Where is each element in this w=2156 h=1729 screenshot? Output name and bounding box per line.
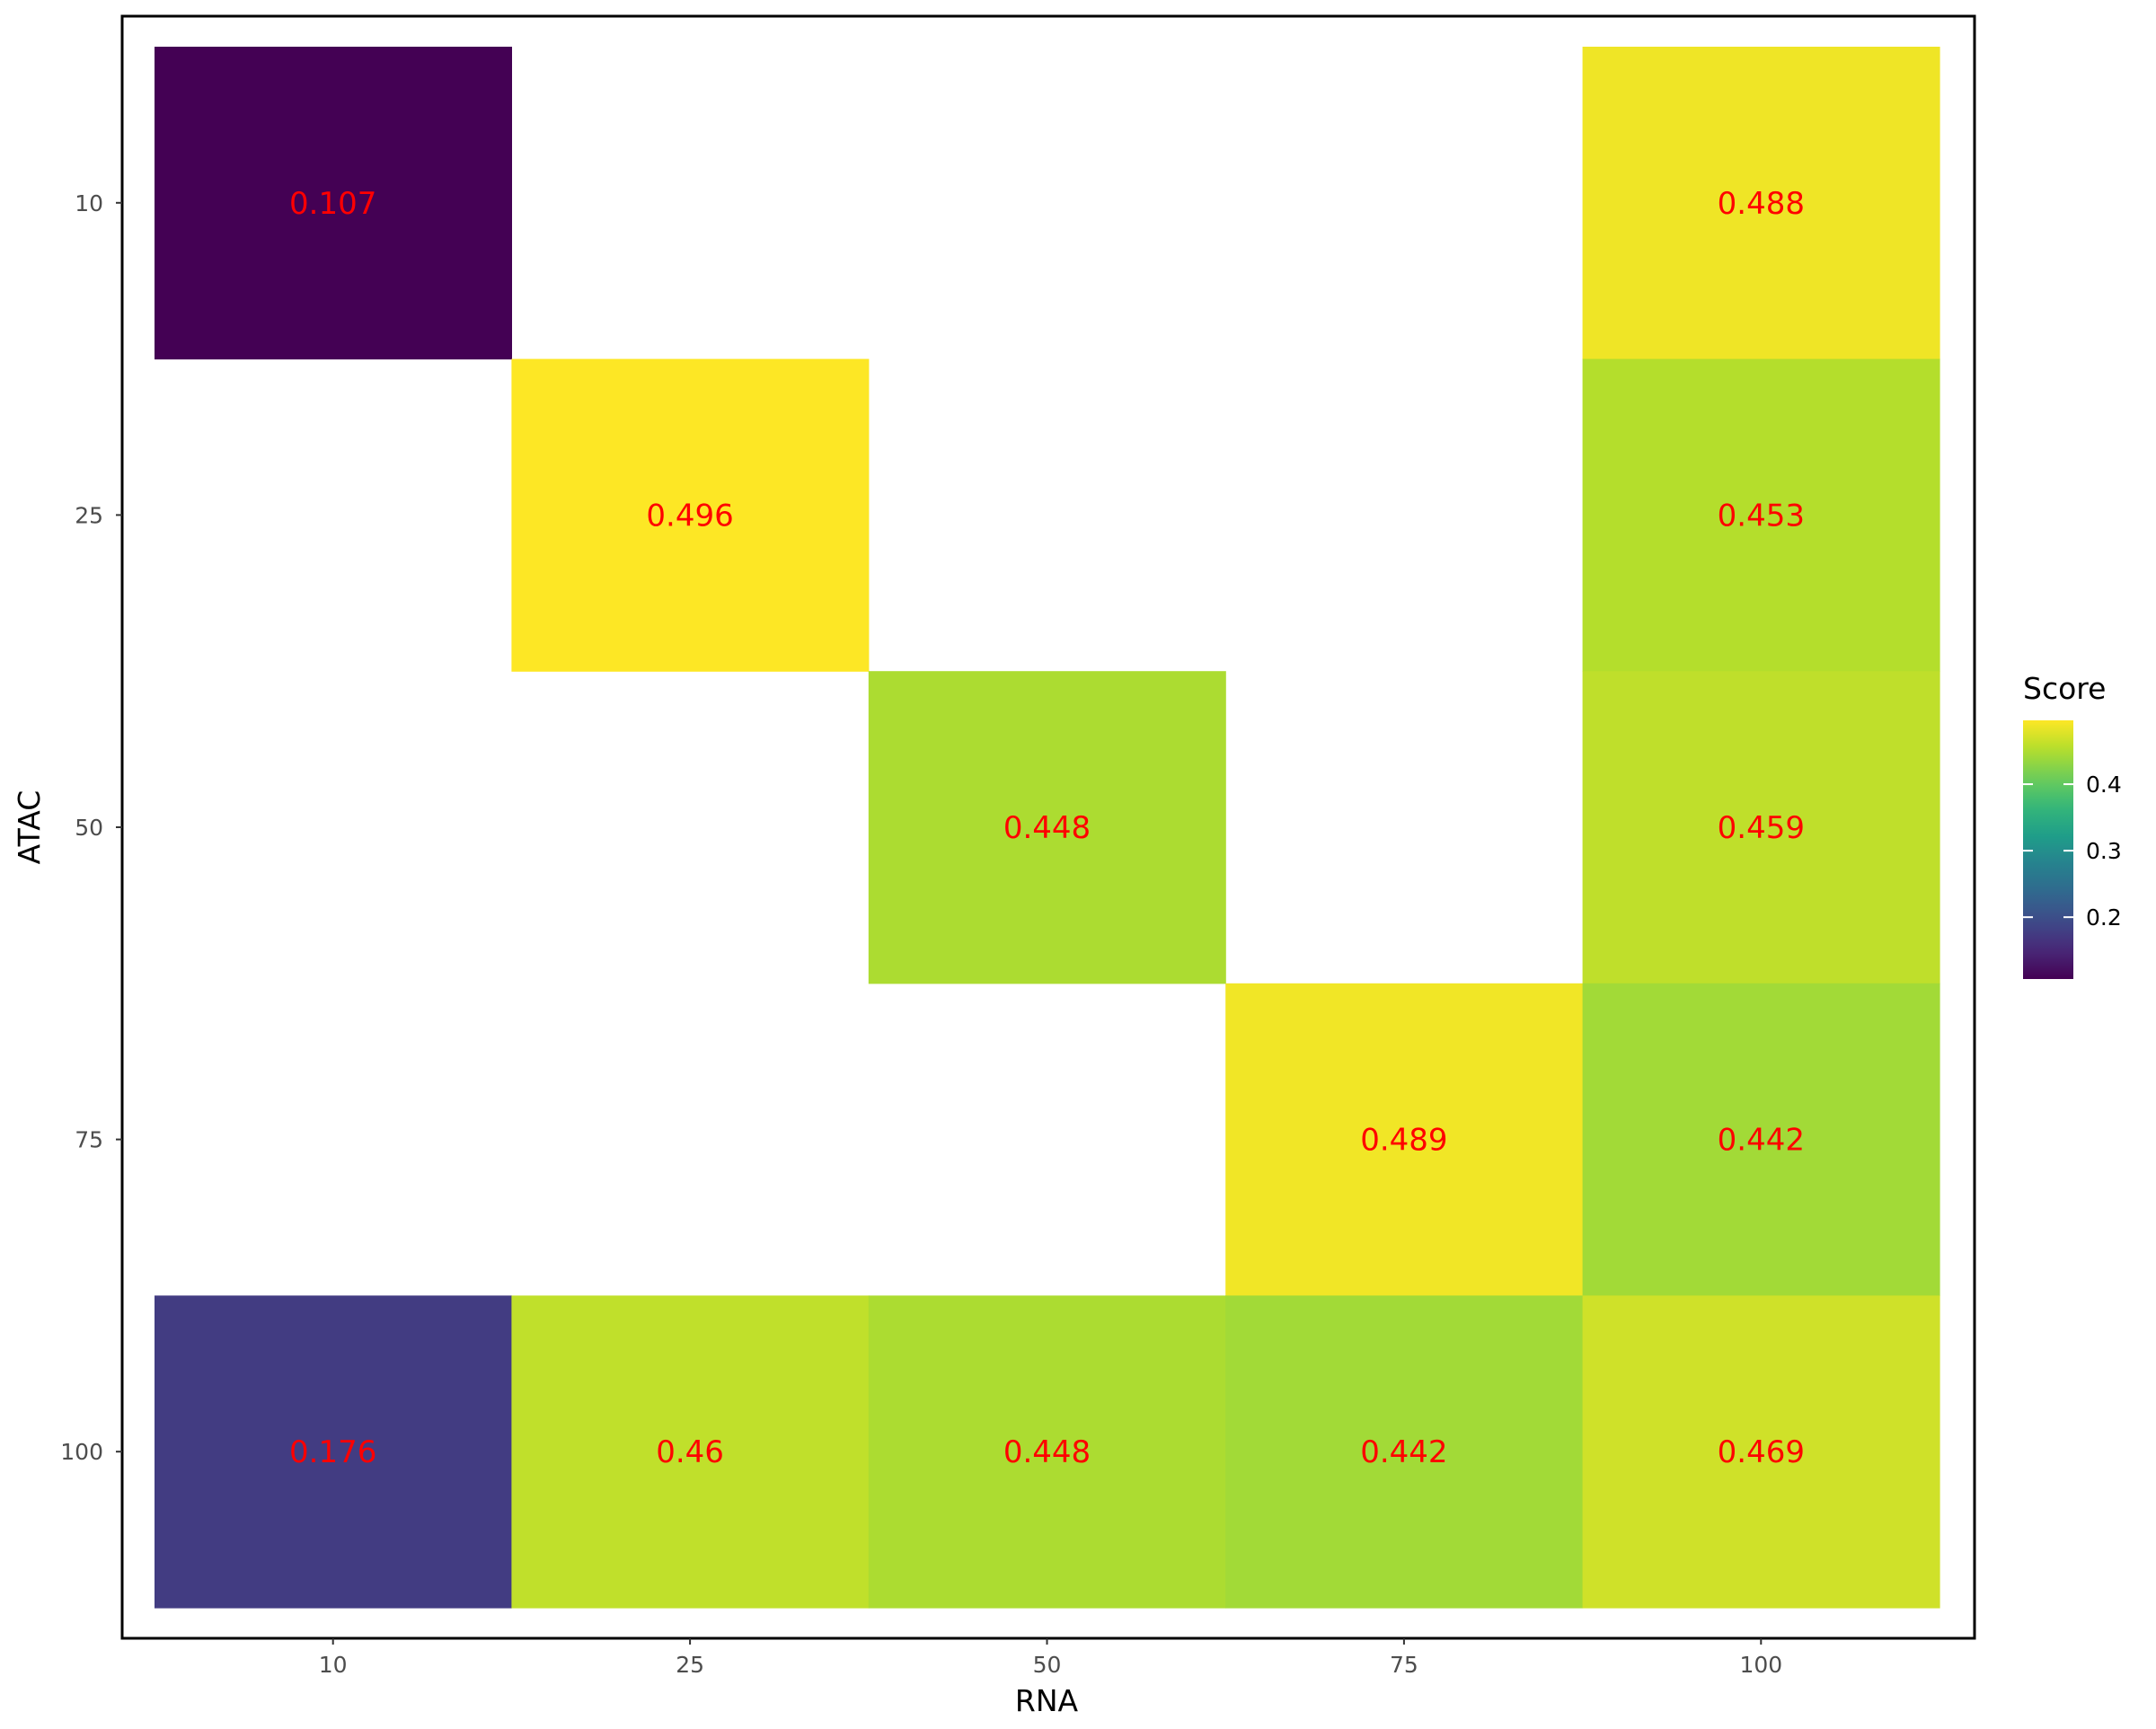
legend-tick-label: 0.3 xyxy=(2086,838,2122,864)
x-tick-label: 10 xyxy=(319,1652,348,1678)
heatmap-cell xyxy=(511,358,870,672)
heatmap-cell xyxy=(155,1295,512,1609)
x-tick-label: 75 xyxy=(1390,1652,1418,1678)
heatmap-cell xyxy=(511,1295,870,1609)
cell-value-label: 0.496 xyxy=(646,498,733,534)
heatmap-cell xyxy=(1582,358,1940,672)
x-tick-label: 25 xyxy=(676,1652,704,1678)
heatmap-cell xyxy=(1225,983,1584,1296)
cell-value-label: 0.469 xyxy=(1718,1434,1805,1470)
y-tick-label: 25 xyxy=(75,502,103,528)
cell-value-label: 0.448 xyxy=(1003,810,1091,846)
heatmap-cell xyxy=(155,47,512,360)
y-tick-label: 10 xyxy=(75,190,103,216)
cell-value-label: 0.459 xyxy=(1718,810,1805,846)
heatmap-cells xyxy=(155,47,1940,1609)
cell-value-label: 0.488 xyxy=(1718,186,1805,222)
cell-value-label: 0.489 xyxy=(1360,1123,1447,1159)
legend-title: Score xyxy=(2023,671,2106,706)
cell-value-label: 0.453 xyxy=(1718,498,1805,534)
y-tick-label: 50 xyxy=(75,815,103,841)
y-axis-title: ATAC xyxy=(12,790,47,865)
x-axis-ticks: 10 25 50 75 100 xyxy=(319,1638,1782,1678)
y-tick-label: 100 xyxy=(60,1439,103,1465)
x-axis-title: RNA xyxy=(1015,1683,1079,1718)
cell-value-label: 0.442 xyxy=(1360,1434,1447,1470)
x-tick-label: 100 xyxy=(1739,1652,1782,1678)
heatmap-cell xyxy=(1582,47,1940,360)
cell-value-label: 0.442 xyxy=(1718,1123,1805,1159)
cell-value-label: 0.176 xyxy=(289,1434,376,1470)
cell-value-label: 0.448 xyxy=(1003,1434,1091,1470)
legend-tick-label: 0.2 xyxy=(2086,904,2122,931)
heatmap-cell xyxy=(1582,983,1940,1296)
y-axis-ticks: 10 25 50 75 100 xyxy=(60,190,122,1465)
legend-tick-label: 0.4 xyxy=(2086,772,2122,798)
heatmap-cell xyxy=(1582,671,1940,984)
legend: Score 0.2 0.3 0.4 xyxy=(2023,671,2122,979)
x-tick-label: 50 xyxy=(1033,1652,1062,1678)
cell-value-label: 0.107 xyxy=(289,186,376,222)
heatmap-cell xyxy=(868,671,1226,984)
heatmap-cell xyxy=(868,1295,1226,1609)
legend-colorbar xyxy=(2023,720,2073,979)
heatmap-cell-labels: 0.107 0.488 0.496 0.453 0.448 0.459 0.489 0.442… xyxy=(289,186,1805,1470)
heatmap-cell xyxy=(1225,1295,1584,1609)
y-tick-label: 75 xyxy=(75,1127,103,1153)
legend-ticks: 0.2 0.3 0.4 xyxy=(2023,772,2122,931)
cell-value-label: 0.46 xyxy=(656,1434,724,1470)
heatmap-cell xyxy=(1582,1295,1940,1609)
